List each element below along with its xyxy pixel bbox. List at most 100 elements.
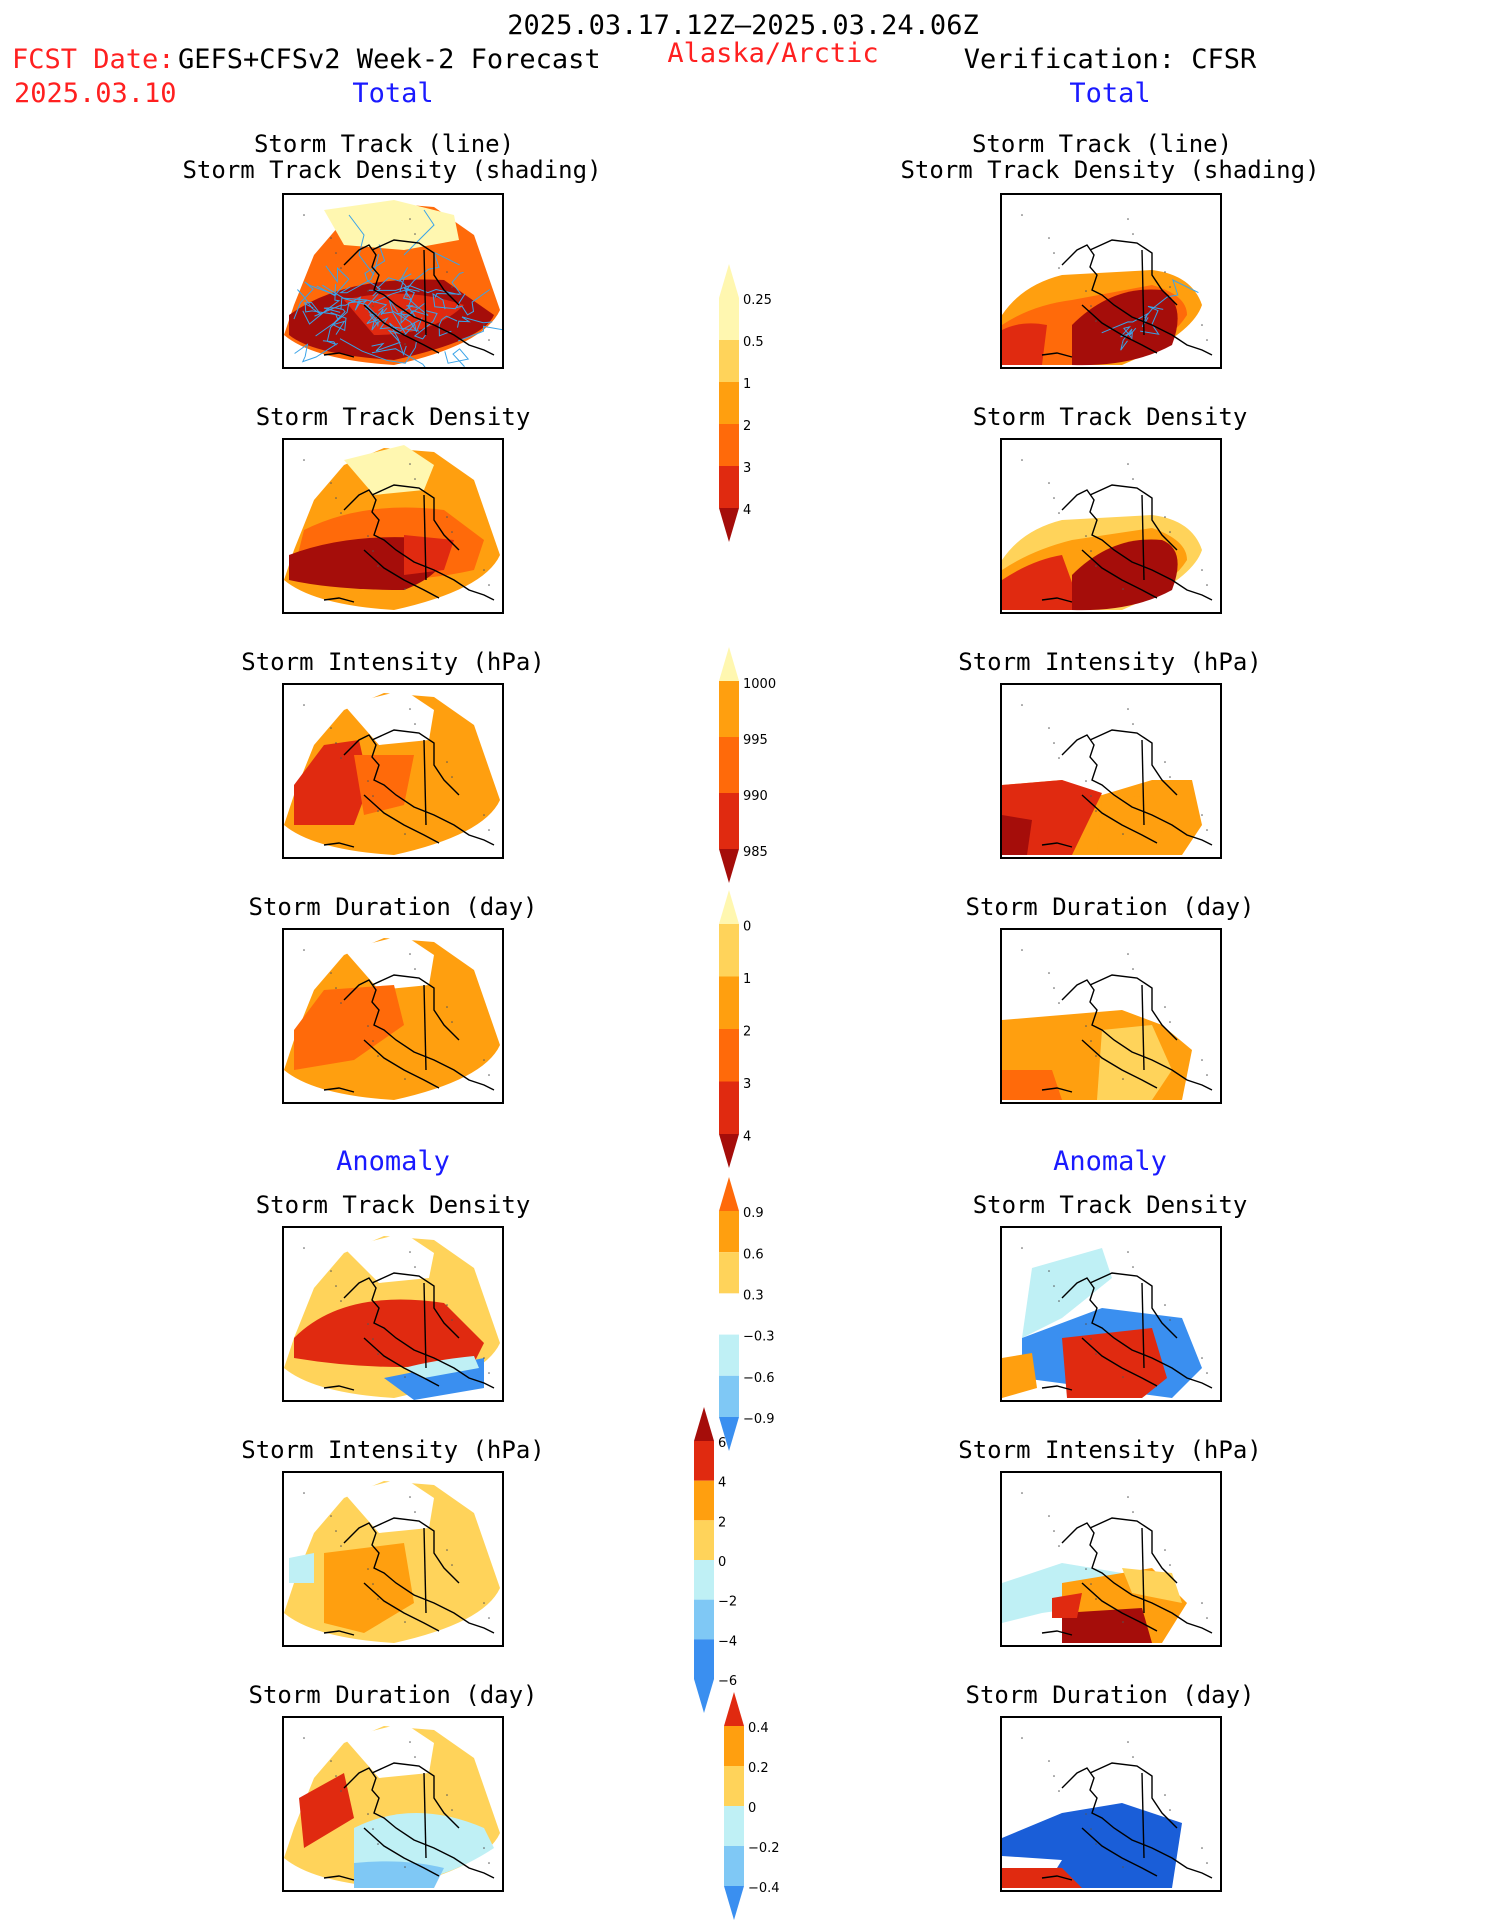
fcst-date: 2025.03.10 <box>14 78 177 109</box>
grid-dot <box>1095 1598 1097 1600</box>
grid-dot <box>1164 1006 1166 1008</box>
grid-dot <box>1122 588 1124 590</box>
grid-dot <box>409 1251 411 1253</box>
grid-dot <box>404 1866 406 1868</box>
grid-dot <box>1095 1843 1097 1845</box>
colorbar-segment <box>719 424 739 466</box>
grid-dot <box>377 1843 379 1845</box>
shaded-region <box>1072 289 1178 366</box>
grid-dot <box>1127 953 1129 955</box>
shaded-region <box>1002 815 1032 855</box>
title-anom-intensity-right: Storm Intensity (hPa) <box>958 1436 1262 1464</box>
grid-dot <box>1085 1323 1087 1325</box>
grid-dot <box>1127 463 1129 465</box>
grid-dot <box>1090 795 1092 797</box>
grid-dot <box>1085 535 1087 537</box>
grid-dot <box>1085 780 1087 782</box>
grid-dot <box>340 1002 342 1004</box>
grid-dot <box>340 267 342 269</box>
colorbar-segment <box>724 1766 744 1806</box>
colorbar-cap-top <box>719 890 739 924</box>
colorbar-tick-label: 6 <box>718 1436 726 1451</box>
colorbar-segment <box>694 1480 714 1521</box>
grid-dot <box>1053 497 1055 499</box>
grid-dot <box>1201 1059 1203 1061</box>
title-anom-duration-left: Storm Duration (day) <box>248 1681 538 1709</box>
grid-dot <box>372 550 374 552</box>
grid-dot <box>1122 1621 1124 1623</box>
title-anom-intensity-left: Storm Intensity (hPa) <box>241 1436 545 1464</box>
grid-dot <box>483 324 485 326</box>
colorbar-cap-top <box>719 647 739 681</box>
grid-dot <box>1206 1862 1208 1864</box>
grid-dot <box>1201 814 1203 816</box>
colorbar-tick-label: 0 <box>718 1555 726 1570</box>
shaded-region <box>1002 323 1047 365</box>
grid-dot <box>1053 252 1055 254</box>
coastline <box>1041 239 1213 358</box>
anomaly-label-left: Anomaly <box>336 1146 450 1177</box>
coastline <box>1041 974 1213 1093</box>
colorbar-total-intensity: 1000995990985980 <box>719 647 776 883</box>
grid-dot <box>1164 761 1166 763</box>
colorbar-segment <box>719 1334 739 1376</box>
map-anom-duration-left <box>282 1716 504 1892</box>
grid-dot <box>483 814 485 816</box>
colorbar-segment <box>719 924 739 977</box>
map-anom-intensity-right <box>1000 1471 1222 1647</box>
grid-dot <box>1058 1545 1060 1547</box>
grid-dot <box>340 1545 342 1547</box>
shaded-region <box>354 1861 444 1888</box>
title-duration-right: Storm Duration (day) <box>965 893 1255 921</box>
shaded-region <box>1097 1025 1172 1100</box>
shaded-region <box>344 1723 434 1778</box>
grid-dot <box>488 1372 490 1374</box>
grid-dot <box>1048 1760 1050 1762</box>
grid-dot <box>340 1300 342 1302</box>
colorbar-cap-bottom <box>694 1679 714 1713</box>
map-canvas <box>284 1233 500 1400</box>
storm-tracks <box>293 209 502 367</box>
grid-dot <box>1021 704 1023 706</box>
colorbar-tick-label: 0.5 <box>743 335 764 350</box>
grid-dot <box>1169 1564 1171 1566</box>
colorbar-segment <box>719 298 739 340</box>
grid-dot <box>1021 1737 1023 1739</box>
grid-dot <box>1127 708 1129 710</box>
grid-dot <box>1164 271 1166 273</box>
colorbar-tick-label: −6 <box>718 1674 737 1689</box>
shaded-region <box>1002 1070 1062 1100</box>
grid-dot <box>1127 1251 1129 1253</box>
grid-dot <box>488 584 490 586</box>
colorbar-cap-bottom <box>719 1134 739 1168</box>
shaded-region <box>289 1553 314 1583</box>
colorbar-cap-top <box>724 1692 744 1726</box>
colorbar-tick-label: 3 <box>743 461 751 476</box>
colorbar-tick-label: 0.2 <box>748 1761 769 1776</box>
grid-dot <box>446 271 448 273</box>
colorbar-tick-label: 2 <box>743 1025 751 1040</box>
map-canvas <box>284 200 502 367</box>
grid-dot <box>414 1266 416 1268</box>
grid-dot <box>330 482 332 484</box>
colorbar-segment <box>719 1081 739 1134</box>
grid-dot <box>1048 972 1050 974</box>
storm-track-north <box>348 214 375 276</box>
grid-dot <box>451 1564 453 1566</box>
grid-dot <box>1169 1021 1171 1023</box>
colorbar-segment <box>694 1441 714 1481</box>
grid-dot <box>1164 1549 1166 1551</box>
grid-dot <box>404 1078 406 1080</box>
grid-dot <box>377 320 379 322</box>
grid-dot <box>409 218 411 220</box>
grid-dot <box>488 829 490 831</box>
grid-dot <box>1206 1617 1208 1619</box>
colorbar-cap-bottom <box>724 1886 744 1920</box>
colorbar-tick-label: 0.25 <box>743 293 772 308</box>
grid-dot <box>414 1511 416 1513</box>
coastline <box>1041 729 1213 848</box>
grid-dot <box>340 1790 342 1792</box>
map-anom-density-right <box>1000 1226 1222 1402</box>
grid-dot <box>372 795 374 797</box>
grid-dot <box>1085 1568 1087 1570</box>
